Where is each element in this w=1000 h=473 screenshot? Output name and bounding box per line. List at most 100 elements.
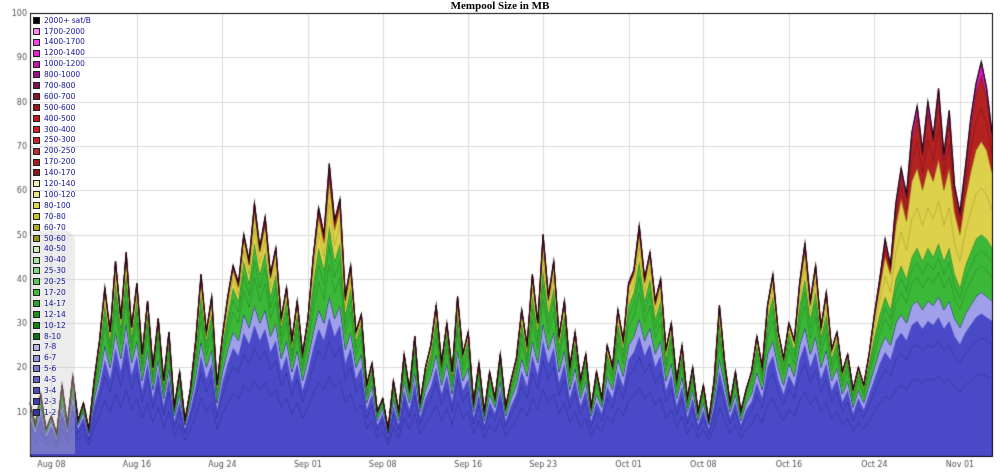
legend-color-swatch [33,169,40,177]
legend-item: 10-12 [33,320,91,331]
legend-item-label: 5-6 [44,364,57,374]
legend-item-label: 80-100 [44,200,71,210]
legend-item: 500-600 [33,102,91,113]
legend-item-label: 1400-1700 [44,37,85,47]
legend-item: 2-3 [33,396,91,407]
legend-item-label: 17-20 [44,287,66,297]
legend-item: 700-800 [33,80,91,91]
legend-item-label: 60-70 [44,222,66,232]
legend-item-label: 2-3 [44,396,57,406]
legend-color-swatch [33,212,40,220]
legend-item-label: 500-600 [44,102,76,112]
legend-color-swatch [33,202,40,210]
legend-color-swatch [33,38,40,46]
legend-item-label: 14-17 [44,298,66,308]
legend-item: 1700-2000 [33,26,91,37]
legend-item: 170-200 [33,157,91,168]
legend-color-swatch [33,300,40,308]
legend-item-label: 400-500 [44,113,76,123]
legend-item: 80-100 [33,200,91,211]
legend-item: 30-40 [33,255,91,266]
legend-item-label: 8-10 [44,331,62,341]
legend-item-label: 50-60 [44,233,66,243]
legend-color-swatch [33,114,40,122]
legend-color-swatch [33,398,40,406]
legend-color-swatch [33,289,40,297]
legend-item-label: 170-200 [44,157,76,167]
legend-color-swatch [33,191,40,199]
legend-color-swatch [33,16,40,24]
legend-item-label: 800-1000 [44,70,81,80]
legend-color-swatch [33,278,40,286]
legend-item: 17-20 [33,287,91,298]
legend-item: 120-140 [33,178,91,189]
legend-item-label: 250-300 [44,135,76,145]
legend-color-swatch [33,256,40,264]
legend-item-label: 40-50 [44,244,66,254]
legend-item: 250-300 [33,135,91,146]
legend-item-label: 30-40 [44,255,66,265]
legend-item: 5-6 [33,364,91,375]
legend-item: 1200-1400 [33,48,91,59]
legend-item: 1000-1200 [33,59,91,70]
legend-item-label: 6-7 [44,353,57,363]
legend-color-swatch [33,267,40,275]
legend-item-label: 20-25 [44,277,66,287]
legend-item: 60-70 [33,222,91,233]
legend-item-label: 100-120 [44,189,76,199]
legend-color-swatch [33,180,40,188]
legend-color-swatch [33,27,40,35]
legend-item: 40-50 [33,244,91,255]
legend-color-swatch [33,332,40,340]
legend-item-label: 25-30 [44,266,66,276]
legend-color-swatch [33,93,40,101]
legend-color-swatch [33,310,40,318]
legend-item: 2000+ sat/B [33,15,91,26]
legend-item: 300-400 [33,124,91,135]
legend-item-label: 3-4 [44,385,57,395]
legend-item-label: 120-140 [44,179,76,189]
legend-item: 200-250 [33,146,91,157]
legend-color-swatch [33,223,40,231]
legend-color-swatch [33,365,40,373]
legend-color-swatch [33,354,40,362]
legend-item-label: 1200-1400 [44,48,85,58]
legend-color-swatch [33,387,40,395]
legend-color-swatch [33,60,40,68]
legend-color-swatch [33,343,40,351]
legend-color-swatch [33,234,40,242]
legend-item-label: 140-170 [44,168,76,178]
legend-item-label: 600-700 [44,91,76,101]
legend-color-swatch [33,104,40,112]
legend-item: 25-30 [33,265,91,276]
legend-item-label: 1700-2000 [44,26,85,36]
legend-item-label: 10-12 [44,320,66,330]
legend-color-swatch [33,376,40,384]
legend-item: 1400-1700 [33,37,91,48]
legend-item: 14-17 [33,298,91,309]
legend-color-swatch [33,409,40,416]
legend-item: 70-80 [33,211,91,222]
legend-color-swatch [33,71,40,79]
legend-color-swatch [33,82,40,90]
legend-color-swatch [33,158,40,166]
legend-item-label: 70-80 [44,211,66,221]
legend-item: 140-170 [33,167,91,178]
legend-item-label: 4-5 [44,375,57,385]
legend-item-label: 300-400 [44,124,76,134]
legend-color-swatch [33,147,40,155]
legend-item-label: 200-250 [44,146,76,156]
legend-item-label: 1000-1200 [44,59,85,69]
legend-color-swatch [33,321,40,329]
legend-item: 400-500 [33,113,91,124]
legend-item: 100-120 [33,189,91,200]
legend-item: 7-8 [33,342,91,353]
legend-item: 800-1000 [33,69,91,80]
legend-item-label: 7-8 [44,342,57,352]
legend-item-label: 700-800 [44,81,76,91]
legend-item: 20-25 [33,276,91,287]
legend-item: 1-2 [33,407,91,418]
legend-item: 600-700 [33,91,91,102]
